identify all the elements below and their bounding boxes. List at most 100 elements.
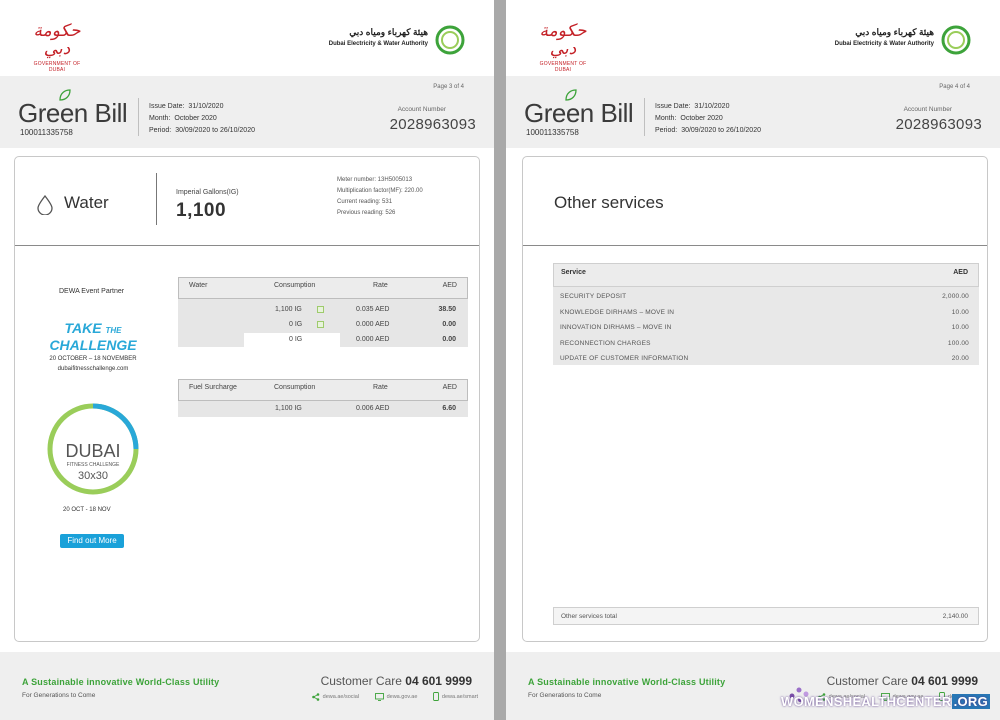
table-row: UPDATE OF CUSTOMER INFORMATION 20.00 bbox=[553, 352, 979, 368]
table-row: 0 IG 0.000 AED 0.00 bbox=[178, 318, 468, 333]
customer-care: Customer Care 04 601 9999 bbox=[321, 674, 472, 688]
social-link[interactable]: dewa.ae/social bbox=[311, 693, 359, 701]
consumption-cell: 0 IG bbox=[289, 321, 303, 328]
leaf-icon bbox=[565, 89, 577, 101]
service-cell: SECURITY DEPOSIT bbox=[560, 293, 627, 300]
the-text: THE bbox=[105, 326, 122, 335]
leaf-icon bbox=[59, 89, 71, 101]
customer-care-label: Customer Care bbox=[826, 674, 908, 688]
smartphone-icon bbox=[432, 692, 439, 701]
website-link-text: dewa.gov.ae bbox=[892, 694, 924, 700]
aed-cell: 6.60 bbox=[442, 405, 456, 412]
aed-cell: 0.00 bbox=[442, 336, 456, 343]
consumption-col-label: Consumption bbox=[274, 384, 316, 391]
customer-care-label: Customer Care bbox=[320, 674, 402, 688]
dubai-logo-text: DUBAI bbox=[65, 441, 120, 461]
other-services-table: Service AED SECURITY DEPOSIT 2,000.00 KN… bbox=[553, 263, 979, 365]
issue-date-value: 31/10/2020 bbox=[694, 103, 730, 110]
other-services-total-row: Other services total 2,140.00 bbox=[553, 607, 979, 625]
customer-care: Customer Care 04 601 9999 bbox=[827, 674, 978, 688]
period-value: 30/09/2020 to 26/10/2020 bbox=[681, 127, 761, 134]
issue-date-label: Issue Date: bbox=[655, 103, 691, 110]
aed-cell: 38.50 bbox=[438, 306, 456, 313]
aed-cell: 20.00 bbox=[951, 355, 969, 362]
period-label: Period: bbox=[655, 127, 678, 134]
take-the-challenge-banner: TAKE THE CHALLENGE 20 OCTOBER – 18 NOVEM… bbox=[43, 321, 143, 372]
page-number: Page 3 of 4 bbox=[433, 84, 464, 90]
meter-details: Meter number: 13H5005013 Multiplication … bbox=[337, 175, 423, 219]
thirty-by-thirty-text: 30x30 bbox=[78, 470, 108, 482]
bill-footer: A Sustainable innovative World-Class Uti… bbox=[0, 652, 494, 720]
header-divider bbox=[138, 98, 139, 136]
government-of-dubai-logo: حكومة دبي GOVERNMENT OF DUBAI bbox=[26, 21, 88, 73]
bill-footer: A Sustainable innovative World-Class Uti… bbox=[506, 652, 1000, 720]
water-divider bbox=[156, 173, 157, 225]
gov-logo-english: GOVERNMENT OF DUBAI bbox=[539, 61, 587, 73]
account-number: 2028963093 bbox=[389, 116, 476, 133]
period-value: 30/09/2020 to 26/10/2020 bbox=[175, 127, 255, 134]
month-label: Month: bbox=[149, 115, 171, 122]
account-number-label: Account Number bbox=[903, 106, 952, 113]
watermark-dots-icon bbox=[789, 687, 809, 702]
gov-logo-arabic: حكومة دبي bbox=[539, 21, 587, 59]
footer-tagline: A Sustainable innovative World-Class Uti… bbox=[22, 677, 220, 687]
table-row: 0 IG 0.000 AED 0.00 bbox=[178, 333, 468, 348]
current-reading: Current reading: 531 bbox=[337, 199, 393, 205]
issue-details: Issue Date: 31/10/2020 Month: October 2020… bbox=[655, 101, 761, 137]
row-mask bbox=[244, 333, 340, 348]
card-divider bbox=[15, 245, 479, 246]
table-row: 1,100 IG 0.006 AED 6.60 bbox=[178, 405, 468, 417]
website-link[interactable]: dewa.gov.ae bbox=[374, 693, 417, 701]
green-bill-title: Green Bill bbox=[524, 98, 634, 128]
month-value: October 2020 bbox=[680, 115, 723, 122]
rate-cell: 0.006 AED bbox=[356, 405, 390, 412]
aed-col-label: AED bbox=[442, 282, 457, 289]
customer-care-number: 04 601 9999 bbox=[911, 674, 978, 688]
table-row: INNOVATION DIRHAMS – MOVE IN 10.00 bbox=[553, 321, 979, 337]
monitor-icon bbox=[880, 693, 890, 701]
website-link[interactable]: dewa.gov.ae bbox=[880, 693, 924, 701]
consumption-col-label: Consumption bbox=[274, 282, 316, 289]
challenge-site: dubaifitnesschallenge.com bbox=[57, 366, 129, 372]
aed-cell: 10.00 bbox=[951, 308, 969, 316]
issue-details: Issue Date: 31/10/2020 Month: October 2020… bbox=[149, 101, 255, 137]
dewa-logo: هيئة كهرباء ومياه دبي Dubai Electricity … bbox=[329, 25, 466, 56]
imperial-gallons-value: 1,100 bbox=[176, 200, 227, 221]
dewa-logo: هيئة كهرباء ومياه دبي Dubai Electricity … bbox=[835, 25, 972, 56]
fuel-table-body: 1,100 IG 0.006 AED 6.60 bbox=[178, 401, 468, 417]
challenge-dates: 20 OCTOBER – 18 NOVEMBER bbox=[49, 356, 137, 362]
service-cell: KNOWLEDGE DIRHAMS – MOVE IN bbox=[560, 308, 675, 316]
bill-header: Green Bill 100011335758 Issue Date: 31/10… bbox=[506, 76, 1000, 148]
services-table-body: SECURITY DEPOSIT 2,000.00 KNOWLEDGE DIRH… bbox=[553, 287, 979, 365]
smart-app-link[interactable]: dewa.ae/smart bbox=[432, 692, 478, 701]
rate-col-label: Rate bbox=[373, 384, 388, 391]
fitness-dates: 20 OCT - 18 NOV bbox=[63, 507, 111, 513]
logo-bar: حكومة دبي GOVERNMENT OF DUBAI هيئة كهربا… bbox=[506, 0, 1000, 76]
dewa-logo-arabic: هيئة كهرباء ومياه دبي bbox=[349, 27, 428, 37]
footer-subtitle: For Generations to Come bbox=[22, 692, 96, 699]
table-row: 1,100 IG 0.035 AED 38.50 bbox=[178, 303, 468, 318]
other-services-title: Other services bbox=[554, 193, 664, 212]
social-link[interactable]: dewa.ae/social bbox=[817, 693, 865, 701]
dewa-ring-icon bbox=[435, 25, 465, 55]
rate-cell: 0.035 AED bbox=[356, 306, 390, 313]
consumption-cell: 0 IG bbox=[289, 336, 303, 343]
water-table-header: Water Consumption Rate AED bbox=[178, 277, 468, 299]
bill-number: 100011335758 bbox=[526, 128, 579, 137]
find-out-more-button[interactable]: Find out More bbox=[60, 534, 124, 548]
rate-cell: 0.000 AED bbox=[356, 336, 390, 343]
monitor-icon bbox=[374, 693, 384, 701]
issue-date-label: Issue Date: bbox=[149, 103, 185, 110]
footer-links: dewa.ae/social dewa.gov.ae dewa.ae/smart bbox=[298, 692, 478, 703]
service-cell: INNOVATION DIRHAMS – MOVE IN bbox=[560, 324, 672, 331]
dewa-logo-arabic: هيئة كهرباء ومياه دبي bbox=[855, 27, 934, 37]
government-of-dubai-logo: حكومة دبي GOVERNMENT OF DUBAI bbox=[532, 21, 594, 73]
rate-cell: 0.000 AED bbox=[356, 321, 390, 328]
share-icon bbox=[817, 693, 825, 701]
fuel-surcharge-col-label: Fuel Surcharge bbox=[189, 384, 237, 391]
gov-logo-arabic: حكومة دبي bbox=[33, 21, 81, 59]
green-bill-title: Green Bill bbox=[18, 98, 128, 128]
tier-check-icon bbox=[317, 321, 324, 328]
fuel-table-header: Fuel Surcharge Consumption Rate AED bbox=[178, 379, 468, 401]
header-divider bbox=[644, 98, 645, 136]
